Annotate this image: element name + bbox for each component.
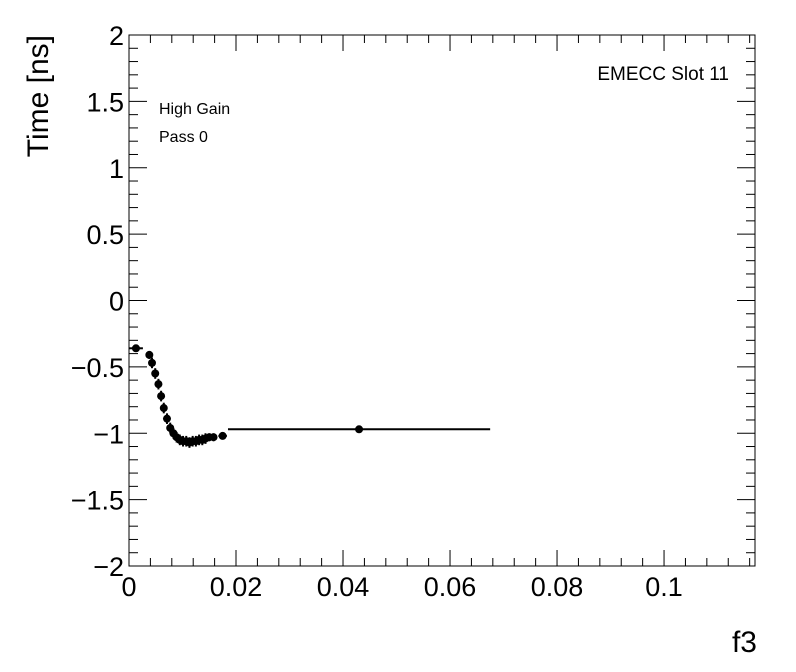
y-axis-label: Time [ns] xyxy=(22,35,55,157)
x-tick-label: 0.1 xyxy=(645,572,683,602)
point-marker xyxy=(159,404,168,413)
point-marker xyxy=(355,425,364,434)
point-marker xyxy=(209,433,218,442)
data-point xyxy=(218,431,227,440)
point-marker xyxy=(148,358,157,367)
x-axis-ticks xyxy=(128,35,751,566)
point-marker xyxy=(145,350,154,359)
y-tick-label: −1 xyxy=(93,419,124,449)
data-series xyxy=(129,344,491,448)
data-point xyxy=(129,344,143,353)
y-tick-label: 0 xyxy=(109,287,124,317)
data-point xyxy=(151,368,160,379)
y-tick-label: −1.5 xyxy=(71,486,124,516)
point-marker xyxy=(151,369,160,378)
y-tick-label: 1 xyxy=(109,154,124,184)
data-point xyxy=(159,402,168,414)
annotation-pass: Pass 0 xyxy=(159,129,208,146)
x-tick-label: 0 xyxy=(121,572,136,602)
y-tick-label: −0.5 xyxy=(71,353,124,383)
data-point xyxy=(162,413,171,424)
annotation-slot: EMECC Slot 11 xyxy=(597,64,729,85)
point-marker xyxy=(154,380,163,389)
y-tick-label: 0.5 xyxy=(86,220,124,250)
data-point xyxy=(157,390,166,402)
x-axis-tick-labels: 0 0.02 0.04 0.06 0.08 0.1 xyxy=(121,572,682,602)
data-point xyxy=(154,378,163,390)
x-axis-label: f3 xyxy=(732,626,757,659)
x-tick-label: 0.08 xyxy=(531,572,584,602)
x-tick-label: 0.04 xyxy=(317,572,370,602)
point-marker xyxy=(131,344,140,353)
y-tick-label: 1.5 xyxy=(86,87,124,117)
y-tick-label: 2 xyxy=(109,21,124,51)
data-point xyxy=(209,433,218,442)
point-marker xyxy=(218,431,227,440)
data-point xyxy=(227,425,491,434)
x-tick-label: 0.06 xyxy=(424,572,477,602)
annotation-gain: High Gain xyxy=(159,101,230,118)
data-point xyxy=(148,357,157,369)
y-axis-ticks xyxy=(129,34,755,567)
data-point xyxy=(145,350,154,359)
y-axis-tick-labels: −2 −1.5 −1 −0.5 0 0.5 1 1.5 2 xyxy=(71,21,124,582)
point-marker xyxy=(162,414,171,423)
x-tick-label: 0.02 xyxy=(210,572,263,602)
point-marker xyxy=(157,392,166,401)
y-tick-label: −2 xyxy=(93,552,124,582)
